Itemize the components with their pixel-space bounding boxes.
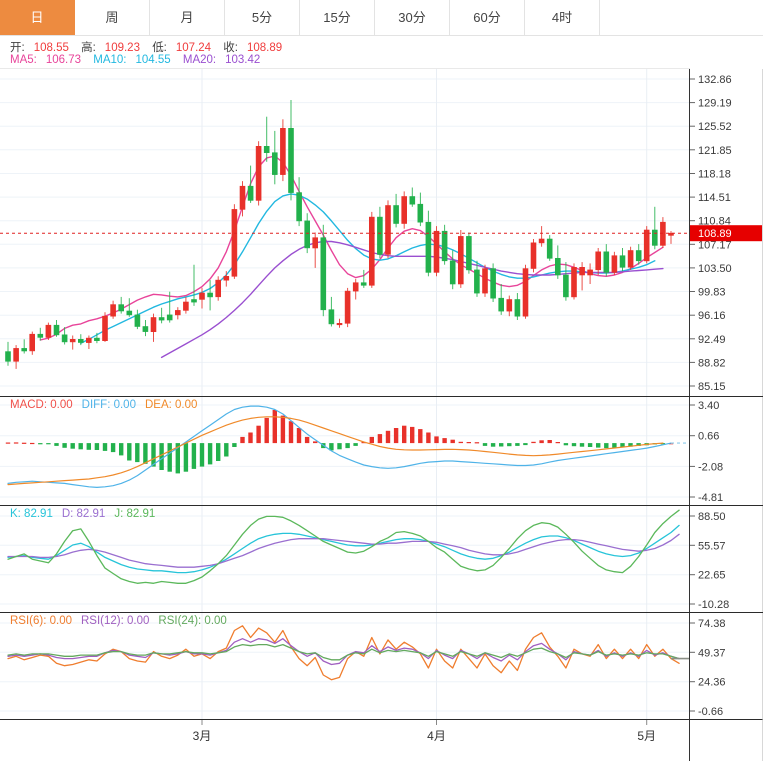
ma-row: MA5: 106.73 MA10: 104.55 MA20: 103.42 [10, 54, 269, 66]
macd-legend: MACD: 0.00 DIFF: 0.00 DEA: 0.00 [10, 399, 206, 411]
svg-text:125.52: 125.52 [698, 121, 732, 133]
svg-text:-2.08: -2.08 [698, 461, 723, 473]
svg-text:-4.81: -4.81 [698, 492, 723, 504]
svg-text:74.38: 74.38 [698, 618, 726, 630]
tabbar-filler [600, 0, 763, 35]
ohlc-row: 开: 108.55 高: 109.23 低: 107.24 收: 108.89 [10, 39, 291, 55]
rsi-panel: RSI(6): 0.00 RSI(12): 0.00 RSI(24): 0.00 7… [0, 612, 763, 719]
open-label: 开: [10, 42, 25, 54]
legend-item-0: MACD: 0.00 [10, 399, 73, 411]
low-label: 低: [152, 42, 167, 54]
svg-text:49.37: 49.37 [698, 647, 726, 659]
tab-4[interactable]: 15分 [300, 0, 375, 35]
svg-text:0.66: 0.66 [698, 431, 719, 443]
rsi-legend: RSI(6): 0.00 RSI(12): 0.00 RSI(24): 0.00 [10, 615, 236, 627]
ma20-value: 103.42 [225, 54, 261, 66]
svg-text:108.89: 108.89 [698, 228, 732, 240]
svg-text:129.19: 129.19 [698, 98, 732, 110]
svg-text:99.83: 99.83 [698, 287, 726, 299]
svg-text:-0.66: -0.66 [698, 706, 723, 718]
high-label: 高: [81, 42, 96, 54]
ma10-label: MA10: [93, 54, 127, 66]
svg-text:55.57: 55.57 [698, 540, 726, 552]
close-value: 108.89 [246, 42, 283, 54]
svg-text:-10.28: -10.28 [698, 599, 729, 611]
kdj-legend: K: 82.91 D: 82.91 J: 82.91 [10, 508, 164, 520]
x-axis-filler [690, 719, 763, 761]
svg-text:96.16: 96.16 [698, 310, 726, 322]
ma5-value: 106.73 [45, 54, 82, 66]
legend-item-2: RSI(24): 0.00 [158, 615, 227, 627]
svg-text:88.50: 88.50 [698, 511, 726, 523]
macd-plot-area[interactable] [0, 397, 690, 505]
svg-text:103.50: 103.50 [698, 263, 732, 275]
svg-text:118.18: 118.18 [698, 169, 731, 181]
legend-item-2: DEA: 0.00 [144, 399, 198, 411]
legend-item-0: RSI(6): 0.00 [10, 615, 72, 627]
kdj-panel: K: 82.91 D: 82.91 J: 82.91 88.50 55.57 22.65… [0, 505, 763, 612]
price-axis: 132.86 129.19 125.52 121.85 118.18 114.51 110.… [690, 69, 763, 396]
legend-item-0: K: 82.91 [10, 508, 53, 520]
tab-1[interactable]: 周 [75, 0, 150, 35]
kdj-plot-area[interactable] [0, 506, 690, 612]
macd-panel: MACD: 0.00 DIFF: 0.00 DEA: 0.00 3.40 0.66 -2… [0, 396, 763, 505]
tab-0[interactable]: 日 [0, 0, 75, 35]
legend-item-1: RSI(12): 0.00 [81, 615, 150, 627]
legend-item-1: DIFF: 0.00 [81, 399, 136, 411]
legend-item-1: D: 82.91 [61, 508, 106, 520]
tab-2[interactable]: 月 [150, 0, 225, 35]
high-value: 109.23 [104, 42, 140, 54]
x-tick-label-1: 4月 [427, 729, 446, 743]
rsi-plot-area[interactable] [0, 613, 690, 719]
svg-text:3.40: 3.40 [698, 400, 719, 412]
rsi-axis: 74.38 49.37 24.36 -0.66 [690, 613, 763, 719]
tab-6[interactable]: 60分 [450, 0, 525, 35]
low-value: 107.24 [175, 42, 212, 54]
svg-text:107.17: 107.17 [698, 239, 732, 251]
ma5-label: MA5: [10, 54, 37, 66]
close-label: 收: [223, 42, 238, 54]
x-axis-labels: 3月 4月 5月 [0, 719, 690, 761]
x-tick-label-0: 3月 [193, 729, 212, 743]
open-value: 108.55 [33, 42, 69, 54]
ma20-label: MA20: [182, 54, 217, 66]
ma10-value: 104.55 [135, 54, 171, 66]
kdj-axis: 88.50 55.57 22.65 -10.28 [690, 506, 763, 612]
macd-axis: 3.40 0.66 -2.08 -4.81 [690, 397, 763, 505]
quote-info-block: 开: 108.55 高: 109.23 低: 107.24 收: 108.89 MA5:… [0, 36, 690, 69]
tab-5[interactable]: 30分 [375, 0, 450, 35]
svg-text:110.84: 110.84 [698, 216, 731, 228]
svg-text:121.85: 121.85 [698, 145, 732, 157]
tab-3[interactable]: 5分 [225, 0, 300, 35]
x-tick-label-2: 5月 [637, 729, 656, 743]
legend-item-2: J: 82.91 [114, 508, 156, 520]
svg-text:85.15: 85.15 [698, 381, 726, 393]
svg-text:132.86: 132.86 [698, 74, 732, 86]
svg-text:92.49: 92.49 [698, 334, 726, 346]
svg-text:114.51: 114.51 [698, 192, 731, 204]
timeframe-tabbar: 日周月 5分 15分 30分 60分 4时 [0, 0, 763, 36]
tab-7[interactable]: 4时 [525, 0, 600, 35]
svg-text:22.65: 22.65 [698, 570, 726, 582]
price-panel: 132.86 129.19 125.52 121.85 118.18 114.51 110.… [0, 69, 763, 396]
x-axis-panel: 3月 4月 5月 [0, 719, 763, 761]
svg-text:24.36: 24.36 [698, 677, 726, 689]
svg-text:88.82: 88.82 [698, 357, 726, 369]
price-plot-area[interactable] [0, 69, 690, 396]
